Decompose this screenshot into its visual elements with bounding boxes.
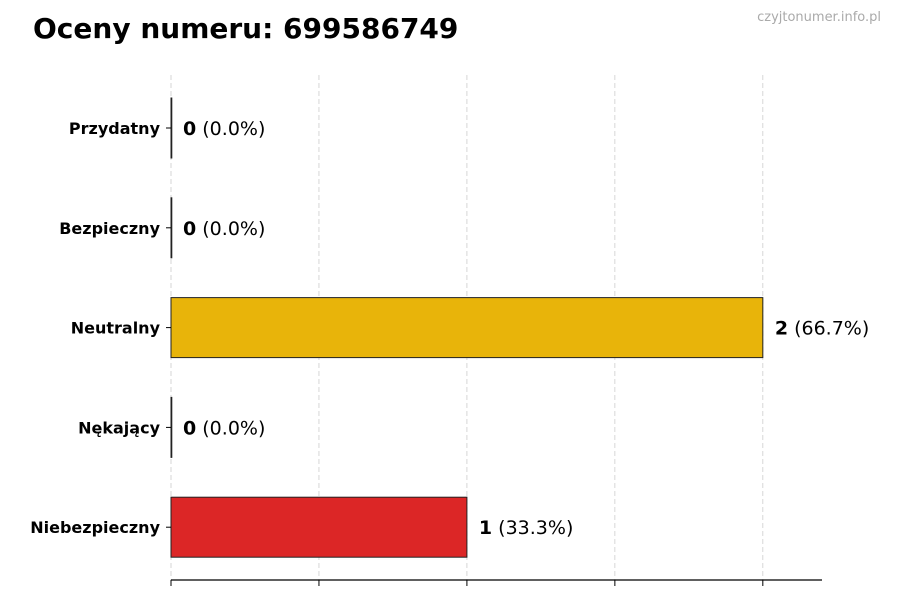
bar bbox=[170, 97, 173, 159]
category-label: Bezpieczny bbox=[59, 219, 160, 238]
bar bbox=[170, 297, 764, 359]
chart-title: Oceny numeru: 699586749 bbox=[33, 12, 459, 45]
data-label-percent: (0.0%) bbox=[196, 218, 265, 240]
data-label-value: 0 bbox=[183, 417, 196, 439]
watermark: czyjtonumer.info.pl bbox=[757, 10, 881, 25]
data-label: 1 (33.3%) bbox=[479, 517, 573, 539]
data-label: 2 (66.7%) bbox=[775, 318, 869, 340]
data-label-value: 0 bbox=[183, 218, 196, 240]
data-label-percent: (66.7%) bbox=[788, 318, 869, 340]
data-label: 0 (0.0%) bbox=[183, 417, 265, 439]
data-label-percent: (0.0%) bbox=[196, 417, 265, 439]
data-label-percent: (33.3%) bbox=[492, 517, 573, 539]
data-label-value: 2 bbox=[775, 318, 788, 340]
data-label: 0 (0.0%) bbox=[183, 218, 265, 240]
data-label: 0 (0.0%) bbox=[183, 118, 265, 140]
category-label: Neutralny bbox=[71, 319, 161, 338]
bar bbox=[170, 496, 468, 558]
data-label-value: 1 bbox=[479, 517, 492, 539]
category-label: Niebezpieczny bbox=[30, 518, 160, 537]
bar bbox=[170, 197, 173, 259]
bar bbox=[170, 396, 173, 458]
data-label-percent: (0.0%) bbox=[196, 118, 265, 140]
category-label: Nękający bbox=[78, 418, 160, 437]
data-label-value: 0 bbox=[183, 118, 196, 140]
category-label: Przydatny bbox=[69, 119, 161, 138]
